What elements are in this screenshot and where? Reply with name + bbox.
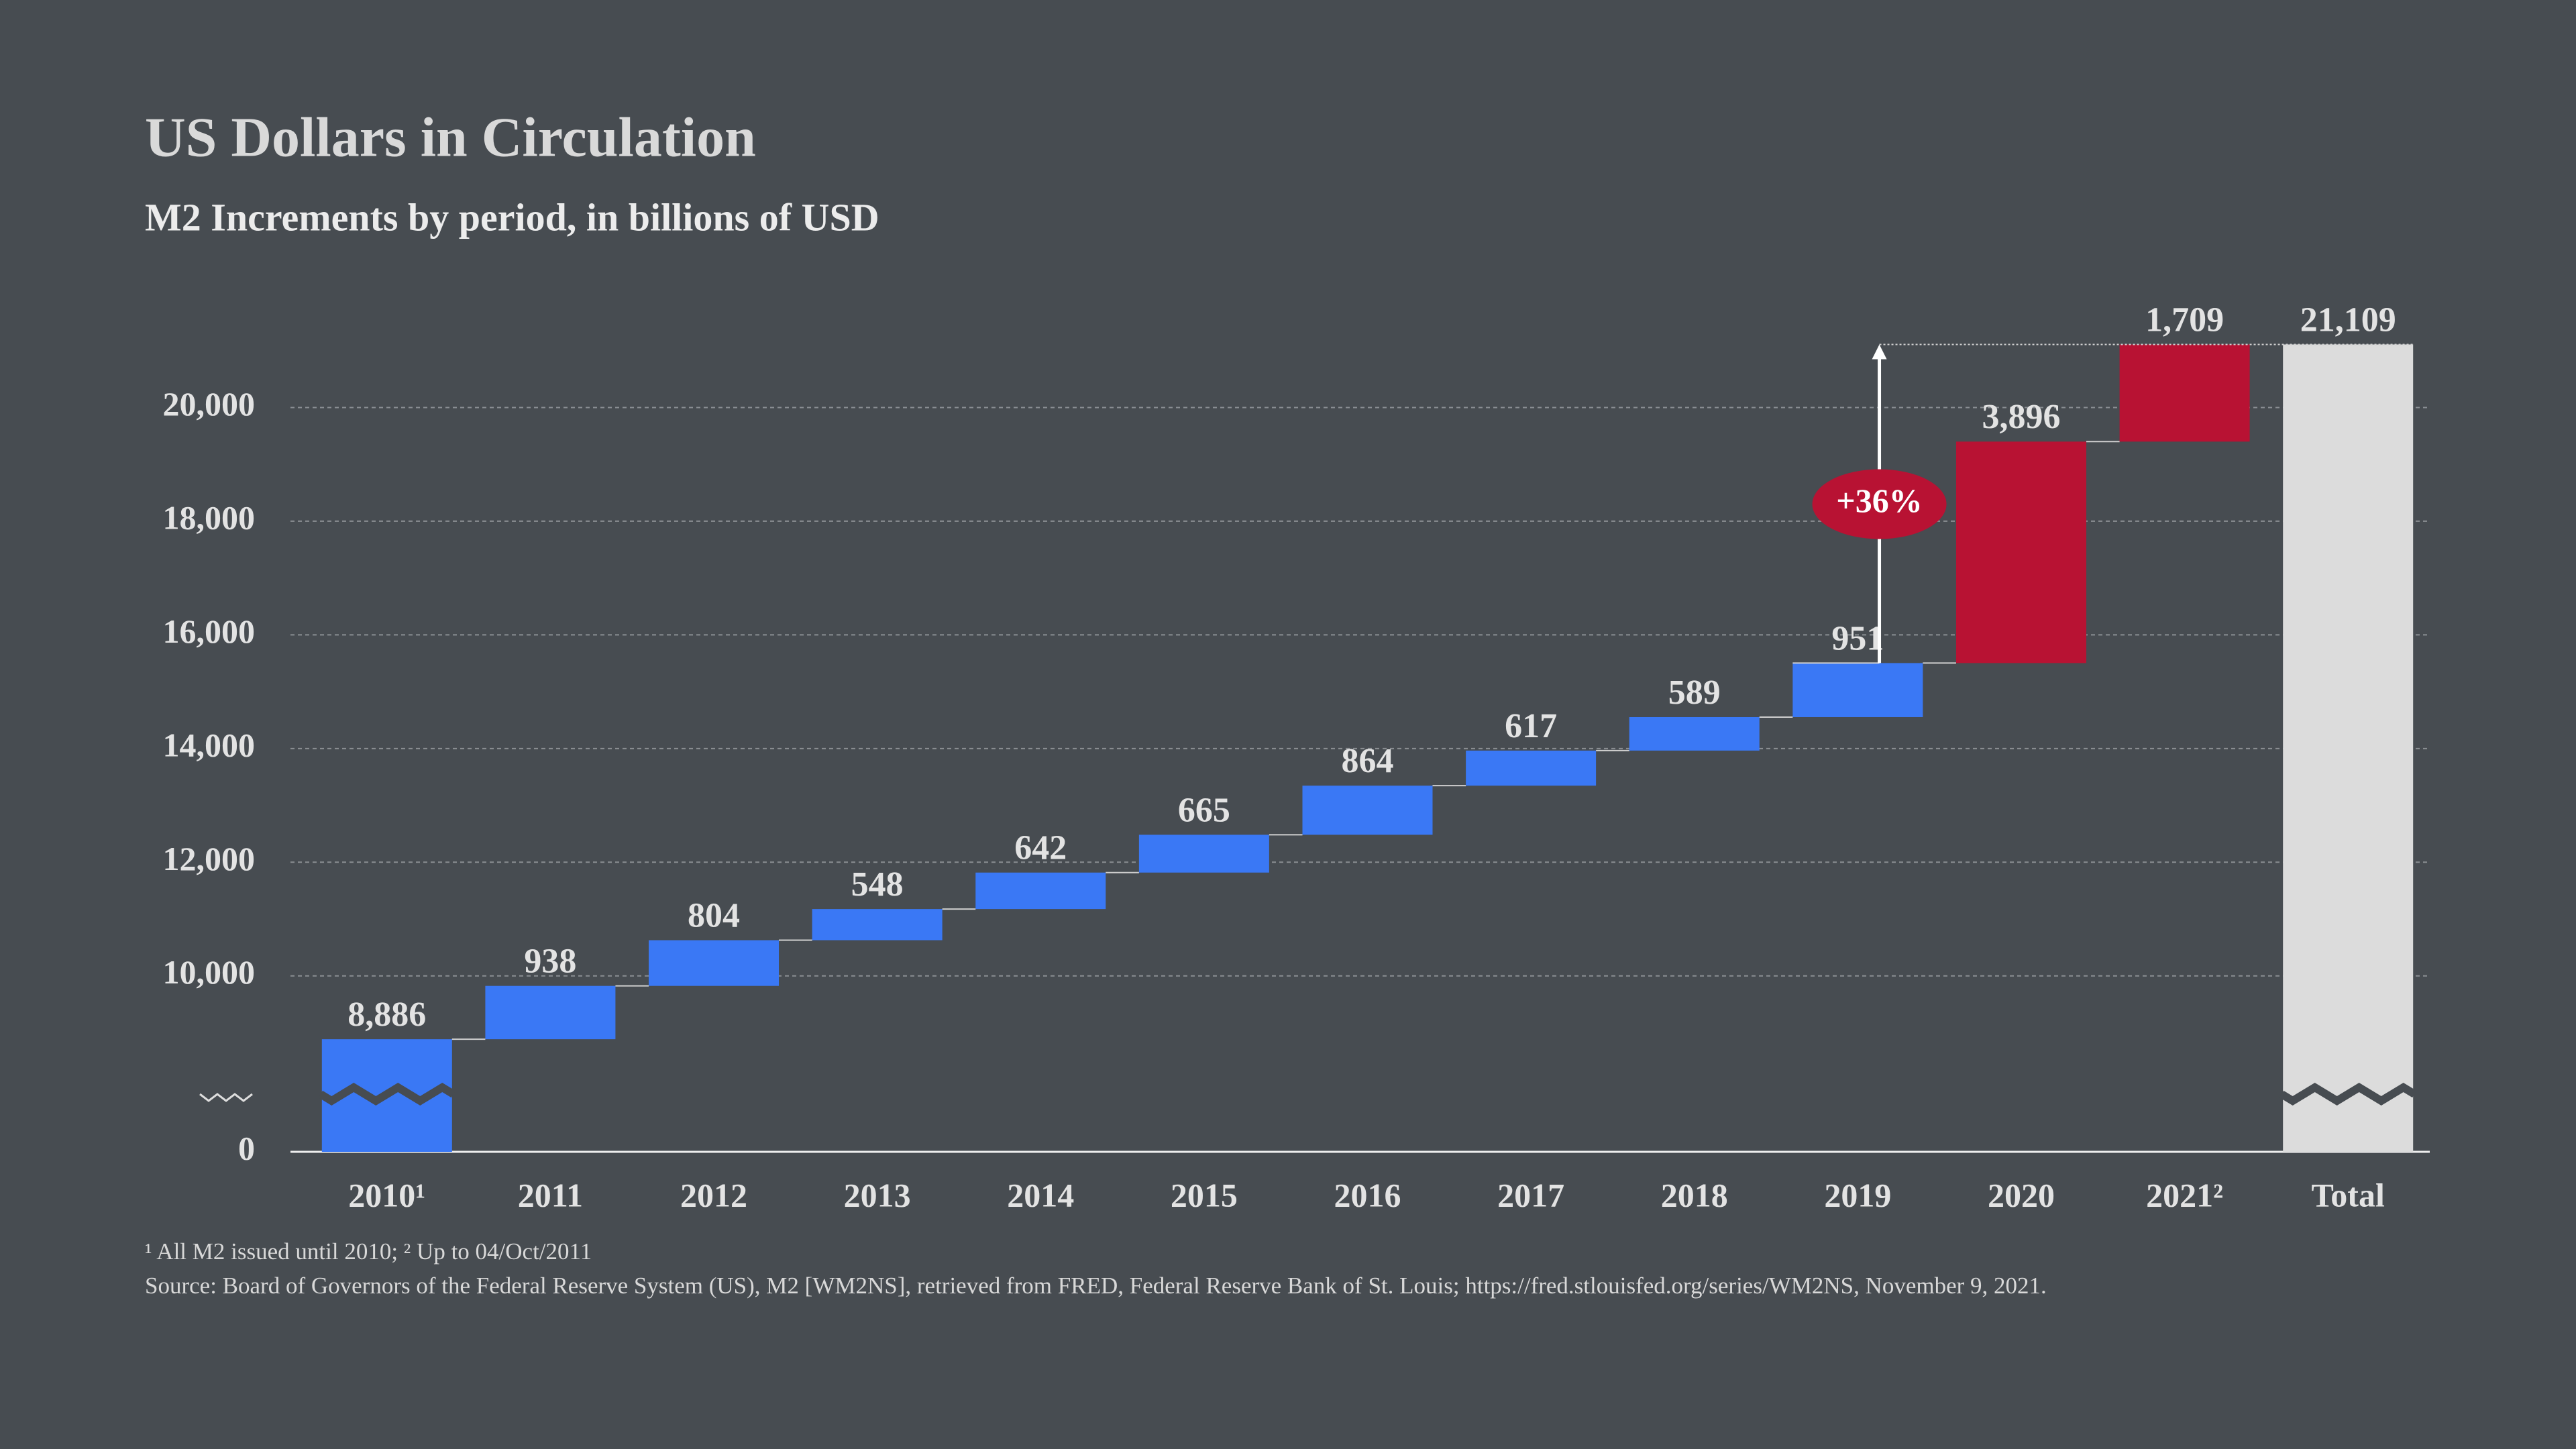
annotation-arrowhead xyxy=(1872,344,1887,360)
x-tick-label: 2021² xyxy=(2146,1176,2223,1214)
source-note: Source: Board of Governors of the Federa… xyxy=(145,1273,2047,1299)
x-tick-label: 2018 xyxy=(1661,1176,1728,1214)
axis-break xyxy=(318,1082,455,1106)
bar xyxy=(1629,716,1760,751)
y-tick-label: 0 xyxy=(238,1129,255,1167)
value-label: 864 xyxy=(1342,742,1394,780)
value-label: 589 xyxy=(1668,674,1721,712)
bar xyxy=(1302,786,1433,835)
x-tick-label: 2016 xyxy=(1334,1176,1401,1214)
footnote: ¹ All M2 issued until 2010; ² Up to 04/O… xyxy=(145,1238,592,1265)
bar xyxy=(1138,835,1269,873)
bar xyxy=(1466,750,1597,786)
bar xyxy=(1955,441,2086,663)
y-tick-label: 12,000 xyxy=(163,840,256,877)
value-label: 1,709 xyxy=(2145,301,2224,339)
x-tick-label: 2015 xyxy=(1171,1176,1238,1214)
value-label: 548 xyxy=(851,865,904,904)
value-label: 3,896 xyxy=(1982,398,2060,436)
value-label: 8,886 xyxy=(347,996,426,1034)
x-tick-label: 2019 xyxy=(1824,1176,1891,1214)
bar xyxy=(2119,344,2250,442)
bar xyxy=(975,872,1106,910)
x-tick-label: 2011 xyxy=(518,1176,583,1214)
bar xyxy=(649,940,780,986)
value-label: 21,109 xyxy=(2300,301,2396,339)
annotation-text: +36% xyxy=(1836,482,1923,519)
value-label: 642 xyxy=(1014,829,1067,867)
axis-break-mark xyxy=(199,1093,253,1102)
bar xyxy=(2283,344,2414,1152)
x-tick-label: 2014 xyxy=(1007,1176,1074,1214)
value-label: 804 xyxy=(688,896,740,934)
chart-subtitle: M2 Increments by period, in billions of … xyxy=(145,195,879,239)
y-tick-label: 18,000 xyxy=(163,498,256,536)
chart-title: US Dollars in Circulation xyxy=(145,106,756,168)
axis-break xyxy=(2279,1082,2417,1106)
bar xyxy=(1792,663,1923,717)
y-tick-label: 10,000 xyxy=(163,953,256,991)
y-tick-label: 20,000 xyxy=(163,385,256,423)
value-label: 665 xyxy=(1178,791,1230,829)
x-tick-label: 2013 xyxy=(844,1176,911,1214)
value-label: 617 xyxy=(1505,707,1557,745)
y-tick-label: 14,000 xyxy=(163,726,256,763)
value-label: 951 xyxy=(1831,619,1884,657)
value-label: 938 xyxy=(524,943,576,981)
annotation-badge xyxy=(1812,469,1947,539)
bar xyxy=(485,985,616,1040)
x-tick-label: 2012 xyxy=(680,1176,747,1214)
y-tick-label: 16,000 xyxy=(163,612,256,650)
x-tick-label: 2010¹ xyxy=(348,1176,425,1214)
x-tick-label: 2020 xyxy=(1988,1176,2055,1214)
x-tick-label: 2017 xyxy=(1497,1176,1564,1214)
bar xyxy=(812,909,943,941)
x-tick-label: Total xyxy=(2312,1176,2385,1214)
